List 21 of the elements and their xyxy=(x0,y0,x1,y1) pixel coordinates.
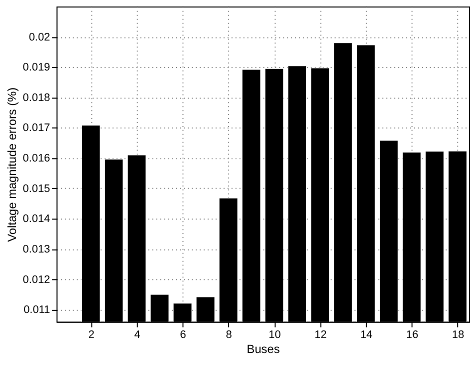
y-tick-label: 0.013 xyxy=(22,244,50,256)
x-tick-label: 18 xyxy=(452,329,464,342)
y-tick-label: 0.015 xyxy=(22,182,50,195)
x-tick-label: 12 xyxy=(314,329,327,342)
x-tick-label: 16 xyxy=(406,329,418,342)
y-tick-label: 0.02 xyxy=(28,31,50,44)
y-tick-label: 0.019 xyxy=(22,62,50,74)
x-tick-label: 4 xyxy=(134,329,140,342)
x-tick-label: 8 xyxy=(226,329,232,342)
x-tick-label: 14 xyxy=(360,329,372,342)
y-tick-label: 0.018 xyxy=(22,92,50,104)
y-tick-label: 0.016 xyxy=(22,152,50,165)
y-tick-label: 0.012 xyxy=(22,274,50,286)
x-axis-title: Buses xyxy=(246,342,280,356)
y-tick-label: 0.014 xyxy=(22,213,50,226)
x-tick-label: 10 xyxy=(268,329,281,342)
x-tick-label: 6 xyxy=(180,329,186,342)
y-axis-title: Voltage magnitude errors (%) xyxy=(4,87,19,242)
y-tick-label: 0.017 xyxy=(22,122,50,134)
x-tick-label: 2 xyxy=(88,329,94,342)
y-tick-label: 0.011 xyxy=(24,304,50,316)
